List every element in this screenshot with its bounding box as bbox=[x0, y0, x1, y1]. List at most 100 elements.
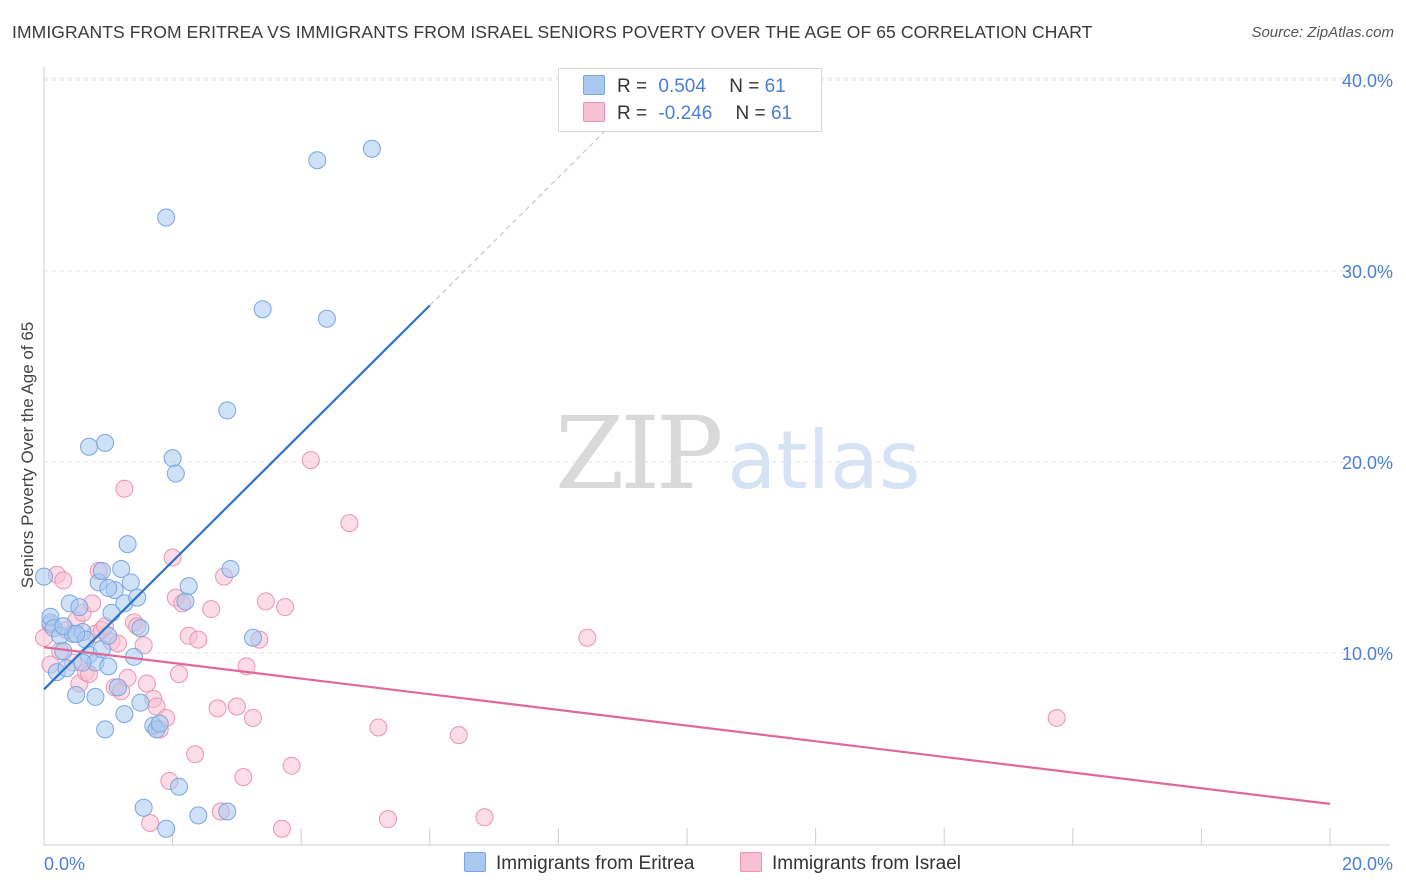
eritrea-point bbox=[317, 309, 336, 328]
eritrea-point bbox=[221, 559, 240, 578]
eritrea-legend-label: Immigrants from Eritrea bbox=[496, 853, 695, 874]
chart-title: IMMIGRANTS FROM ERITREA VS IMMIGRANTS FR… bbox=[12, 22, 1093, 42]
watermark-atlas: atlas bbox=[727, 414, 921, 507]
eritrea-trend-line bbox=[43, 304, 431, 691]
eritrea-point bbox=[99, 657, 118, 676]
eritrea-point bbox=[134, 798, 153, 817]
x-tick-label: 20.0% bbox=[1342, 854, 1393, 874]
israel-point bbox=[276, 598, 295, 617]
eritrea-point bbox=[92, 561, 111, 580]
eritrea-trend-extension bbox=[429, 93, 643, 306]
eritrea-point bbox=[86, 687, 105, 706]
y-tick-label: 40.0% bbox=[1342, 71, 1393, 91]
eritrea-r-value: 0.504 bbox=[658, 76, 706, 97]
eritrea-point bbox=[170, 777, 189, 796]
tick-labels: 10.0% 20.0% 30.0% 40.0% 0.0% 20.0% bbox=[44, 71, 1393, 874]
y-tick-label: 10.0% bbox=[1342, 644, 1393, 664]
israel-point bbox=[134, 636, 153, 655]
eritrea-point bbox=[179, 577, 198, 596]
eritrea-point bbox=[176, 592, 195, 611]
eritrea-point bbox=[131, 619, 150, 638]
eritrea-point bbox=[80, 437, 99, 456]
legend-row-eritrea: R = 0.504 N = 61 bbox=[583, 75, 786, 99]
eritrea-point bbox=[218, 802, 237, 821]
eritrea-point bbox=[99, 626, 118, 645]
source-credit: Source: ZipAtlas.com bbox=[1251, 24, 1394, 41]
eritrea-n-label: N = bbox=[729, 76, 760, 97]
israel-point bbox=[227, 697, 246, 716]
israel-point bbox=[272, 819, 291, 838]
israel-point bbox=[115, 479, 134, 498]
eritrea-point bbox=[108, 678, 127, 697]
israel-point bbox=[189, 630, 208, 649]
israel-point bbox=[1047, 708, 1066, 727]
correlation-legend: R = 0.504 N = 61 R = -0.246 N = 61 bbox=[558, 68, 822, 132]
israel-n-value: 61 bbox=[770, 103, 793, 124]
israel-point bbox=[163, 548, 182, 567]
eritrea-swatch bbox=[583, 75, 605, 95]
watermark-zip: ZIP bbox=[555, 395, 723, 512]
eritrea-point bbox=[35, 567, 53, 586]
eritrea-point bbox=[73, 653, 92, 672]
israel-point bbox=[243, 708, 262, 727]
eritrea-point bbox=[99, 579, 118, 598]
eritrea-point bbox=[157, 819, 176, 838]
israel-point bbox=[234, 768, 253, 787]
israel-point bbox=[369, 718, 388, 737]
israel-point bbox=[141, 813, 160, 832]
legend-item-israel[interactable]: Immigrants from Israel bbox=[740, 852, 961, 875]
series-legend: Immigrants from Eritrea Immigrants from … bbox=[0, 852, 1406, 878]
eritrea-point bbox=[131, 693, 150, 712]
israel-n-label: N = bbox=[735, 103, 766, 124]
eritrea-point bbox=[96, 433, 115, 452]
israel-legend-label: Immigrants from Israel bbox=[772, 853, 961, 874]
eritrea-point bbox=[96, 720, 115, 739]
eritrea-point bbox=[362, 139, 381, 158]
eritrea-n-value: 61 bbox=[764, 76, 786, 97]
eritrea-point bbox=[189, 806, 208, 825]
eritrea-point bbox=[112, 559, 131, 578]
israel-point bbox=[208, 699, 227, 718]
israel-point bbox=[256, 592, 275, 611]
israel-r-value: -0.246 bbox=[658, 103, 713, 124]
israel-point bbox=[301, 451, 320, 470]
israel-point bbox=[578, 628, 597, 647]
israel-point bbox=[475, 808, 494, 827]
israel-swatch bbox=[583, 102, 605, 122]
eritrea-point bbox=[70, 598, 89, 617]
legend-item-eritrea[interactable]: Immigrants from Eritrea bbox=[464, 852, 694, 875]
israel-trend-line bbox=[43, 646, 1331, 805]
eritrea-point bbox=[115, 705, 134, 724]
eritrea-point bbox=[253, 300, 272, 319]
eritrea-r-label: R = bbox=[617, 76, 648, 97]
eritrea-point bbox=[67, 686, 86, 705]
eritrea-point bbox=[121, 573, 140, 592]
y-tick-label: 30.0% bbox=[1342, 262, 1393, 282]
eritrea-point bbox=[218, 401, 237, 420]
israel-point bbox=[170, 665, 189, 684]
eritrea-point bbox=[150, 714, 169, 733]
eritrea-point bbox=[166, 464, 185, 483]
x-tick-label: 0.0% bbox=[44, 854, 85, 874]
axes bbox=[43, 66, 1390, 846]
eritrea-point bbox=[308, 151, 327, 170]
israel-point bbox=[379, 810, 398, 829]
israel-point bbox=[186, 745, 205, 764]
israel-point bbox=[202, 600, 221, 619]
israel-point bbox=[282, 756, 301, 775]
grid-lines bbox=[44, 77, 1390, 654]
eritrea-legend-swatch bbox=[464, 852, 486, 872]
israel-point bbox=[137, 674, 156, 693]
eritrea-point bbox=[118, 535, 137, 554]
y-tick-label: 20.0% bbox=[1342, 453, 1393, 473]
israel-points bbox=[35, 451, 1066, 838]
israel-legend-swatch bbox=[740, 852, 762, 872]
legend-row-israel: R = -0.246 N = 61 bbox=[583, 102, 792, 126]
eritrea-point bbox=[157, 208, 176, 227]
israel-point bbox=[449, 726, 468, 745]
eritrea-point bbox=[67, 624, 86, 643]
watermark: ZIP atlas bbox=[555, 395, 921, 512]
trend-lines bbox=[43, 93, 1331, 805]
israel-r-label: R = bbox=[617, 103, 648, 124]
